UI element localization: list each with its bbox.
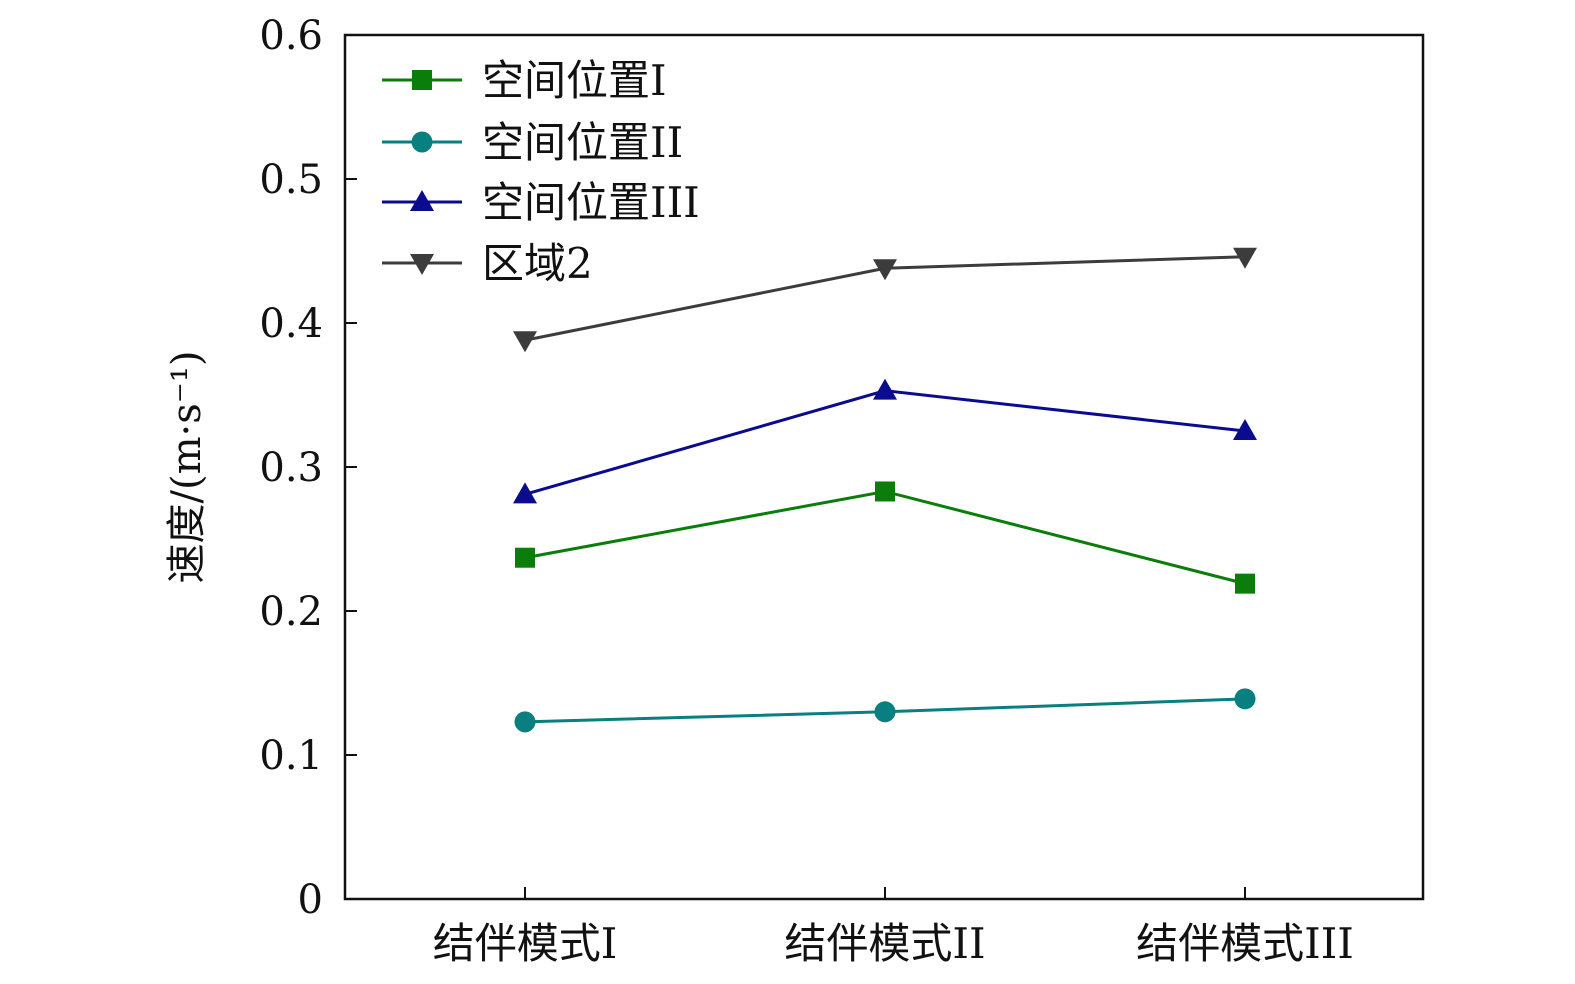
x-tick-label: 结伴模式II: [784, 919, 985, 968]
x-tick-label: 结伴模式III: [1136, 919, 1354, 968]
data-point: [875, 481, 895, 502]
y-tick-label: 0.2: [259, 589, 323, 635]
y-tick-label: 0.5: [259, 157, 323, 203]
legend-label: 空间位置I: [482, 56, 667, 105]
legend-item: 空间位置II: [382, 118, 683, 167]
data-point: [873, 259, 897, 281]
data-point: [1233, 247, 1257, 269]
legend-marker: [410, 190, 434, 211]
y-tick-label: 0.3: [259, 445, 323, 491]
y-tick-label: 0.6: [259, 13, 323, 59]
data-point: [873, 378, 897, 400]
y-tick-label: 0: [298, 877, 323, 923]
legend-marker: [410, 254, 434, 275]
y-axis-title: 速度/(m·s⁻¹): [164, 350, 210, 583]
legend-label: 空间位置III: [482, 178, 700, 227]
data-point: [513, 482, 537, 504]
legend-item: 区域2: [382, 239, 593, 288]
legend-label: 空间位置II: [482, 118, 683, 167]
plot-frame: [343, 33, 1425, 901]
legend-label: 区域2: [482, 239, 593, 288]
data-point: [1235, 573, 1255, 594]
series-group: [513, 378, 1257, 504]
series-group: [514, 688, 1256, 733]
legend-item: 空间位置III: [382, 178, 700, 227]
y-tick-label: 0.4: [259, 301, 323, 347]
y-tick-label: 0.1: [259, 733, 323, 779]
legend-marker: [412, 70, 432, 90]
data-point: [1234, 688, 1256, 710]
x-axis-ticks: 结伴模式I 结伴模式II 结伴模式III: [433, 887, 1354, 968]
data-point: [1233, 419, 1257, 440]
series-layer: [513, 247, 1257, 733]
series-group: [515, 481, 1255, 594]
legend: 空间位置I 空间位置II 空间位置III 区域2: [382, 56, 700, 288]
legend-item: 空间位置I: [382, 56, 667, 105]
data-point: [513, 331, 537, 353]
x-tick-label: 结伴模式I: [433, 919, 618, 968]
y-axis-ticks: 0 0.1 0.2 0.3 0.4 0.5 0.6: [259, 13, 357, 923]
data-point: [874, 701, 896, 723]
data-point: [515, 547, 535, 568]
legend-marker: [411, 131, 433, 153]
series-group: [513, 247, 1257, 353]
data-point: [514, 711, 536, 733]
